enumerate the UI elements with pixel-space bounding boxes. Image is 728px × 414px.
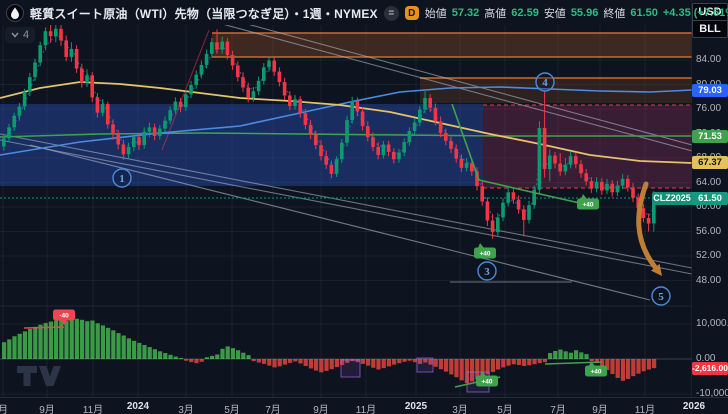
symbol-title[interactable]: 軽質スイート原油（WTI）先物（当限つなぎ足）・1週・NYMEX bbox=[30, 6, 378, 21]
time-axis-label: 3月 bbox=[178, 405, 194, 414]
axis-tick-label: 56.00 bbox=[696, 225, 722, 237]
indicator-count: 4 bbox=[23, 29, 30, 41]
axis-tick-label: 48.00 bbox=[696, 274, 722, 286]
ma-fast-dashed[interactable] bbox=[3, 34, 655, 219]
svg-text:+40: +40 bbox=[582, 202, 593, 209]
high-label: 高値 bbox=[484, 8, 507, 20]
supply-band-lower[interactable] bbox=[420, 77, 692, 103]
delayed-data-badge[interactable]: D bbox=[404, 6, 419, 20]
svg-text:-40: -40 bbox=[59, 313, 69, 320]
red-trendline[interactable] bbox=[161, 29, 210, 151]
signal-tag[interactable]: +40 bbox=[474, 243, 496, 259]
svg-text:+40: +40 bbox=[590, 369, 601, 376]
chevron-down-icon bbox=[11, 32, 19, 38]
ma-yellow[interactable] bbox=[0, 81, 692, 164]
time-axis-label: 2026 bbox=[682, 401, 706, 412]
axis-tick-label: 64.00 bbox=[696, 176, 722, 188]
oil-drop-icon bbox=[6, 4, 24, 22]
axis-unit-toggle[interactable]: USD BLL bbox=[692, 3, 728, 38]
indicator-value-tag: -2,616.00 bbox=[692, 361, 728, 375]
plot-area: 1 3 4 5 +40 +40 +40 +40 -40 bbox=[0, 3, 692, 397]
axis-tick-label: 10,000.00 bbox=[696, 318, 728, 329]
oscillator-histogram bbox=[0, 318, 692, 384]
wave-number-annotation[interactable]: 3 bbox=[477, 261, 497, 281]
forecast-arrow[interactable] bbox=[636, 181, 662, 276]
ma-green[interactable] bbox=[0, 132, 692, 138]
svg-text:4: 4 bbox=[542, 77, 548, 89]
signal-tag[interactable]: +40 bbox=[585, 361, 607, 377]
open-value: 57.32 bbox=[451, 7, 480, 19]
time-axis-label: 5月 bbox=[224, 405, 240, 414]
indicator-zone-box[interactable] bbox=[416, 357, 434, 373]
signal-tag[interactable]: +40 bbox=[476, 371, 498, 387]
axis-tick-label: 84.00 bbox=[696, 54, 722, 65]
ma-value-tag: 71.53 bbox=[692, 129, 728, 143]
svg-text:+40: +40 bbox=[481, 379, 492, 386]
trendlines[interactable] bbox=[0, 3, 692, 301]
time-axis-label: 2025 bbox=[404, 401, 428, 412]
time-axis-label: 2024 bbox=[126, 401, 150, 412]
wave-number-annotation[interactable]: 1 bbox=[112, 168, 132, 188]
time-axis-label: 11月 bbox=[634, 405, 656, 414]
unit-measure: BLL bbox=[699, 23, 721, 35]
open-label: 始値 bbox=[424, 8, 447, 20]
chart-legend: 軽質スイート原油（WTI）先物（当限つなぎ足）・1週・NYMEX = D 始値 5… bbox=[6, 3, 728, 23]
wave-number-annotation[interactable]: 4 bbox=[535, 72, 555, 92]
green-trendline[interactable] bbox=[451, 103, 480, 181]
change-value: +4.35 (+7.61%) bbox=[662, 7, 728, 19]
svg-text:+40: +40 bbox=[479, 251, 490, 258]
time-axis-label: 9月 bbox=[313, 405, 329, 414]
time-axis[interactable]: 月 9月 11月 2024 3月 5月 7月 9月 11月 2025 3月 5月 7月 9月 11月 2026 bbox=[0, 397, 728, 414]
axis-tick-label: 76.00 bbox=[696, 103, 722, 114]
unit-currency: USD bbox=[693, 4, 727, 21]
last-price-value: 61.50 bbox=[692, 191, 728, 205]
indicator-zone-box[interactable] bbox=[340, 359, 361, 378]
indicator-red-line[interactable] bbox=[23, 326, 65, 329]
svg-text:1: 1 bbox=[119, 173, 125, 185]
signal-tag[interactable]: -40 bbox=[53, 309, 75, 326]
time-axis-label: 3月 bbox=[452, 405, 468, 414]
axis-tick-label: 0.00 bbox=[696, 353, 716, 364]
axis-tick-label: 60.00 bbox=[696, 201, 722, 212]
axis-tick-label: -10,000.00 bbox=[696, 388, 728, 399]
low-label: 安値 bbox=[543, 8, 566, 20]
tradingview-logo[interactable] bbox=[16, 364, 68, 393]
contract-label: CLZ2025 bbox=[652, 191, 692, 205]
ma-value-tag: 67.37 bbox=[692, 155, 728, 169]
last-price-tag-group: CLZ2025 61.50 bbox=[652, 191, 728, 205]
ma-value-tag: 79.03 bbox=[692, 83, 728, 97]
price-axis[interactable]: 84.0080.0076.0072.0068.0064.0060.0056.00… bbox=[652, 0, 728, 399]
indicator-green-line[interactable] bbox=[544, 361, 603, 365]
axis-tick-label: 52.00 bbox=[696, 250, 722, 261]
close-value: 61.50 bbox=[630, 7, 658, 19]
low-value: 55.96 bbox=[570, 7, 599, 19]
indicator-collapse-button[interactable]: 4 bbox=[5, 27, 36, 43]
close-label: 終値 bbox=[603, 8, 626, 20]
signal-tag[interactable]: +40 bbox=[577, 194, 599, 210]
supply-band-upper[interactable] bbox=[212, 32, 692, 58]
high-value: 62.59 bbox=[511, 7, 539, 19]
time-axis-label: 11月 bbox=[355, 405, 377, 414]
time-axis-label: 9月 bbox=[39, 405, 55, 414]
time-axis-label: 5月 bbox=[497, 405, 513, 414]
legend-more-icon[interactable]: = bbox=[383, 5, 399, 21]
ohlc-readout: 始値 57.32 高値 62.59 安値 55.96 終値 61.50 +4.35 (+… bbox=[425, 5, 728, 21]
time-axis-label: 7月 bbox=[265, 405, 281, 414]
time-axis-label: 月 bbox=[0, 401, 8, 414]
svg-text:3: 3 bbox=[484, 266, 490, 278]
time-axis-label: 7月 bbox=[550, 405, 566, 414]
wave-number-annotation[interactable]: 5 bbox=[651, 286, 671, 306]
time-axis-label: 11月 bbox=[82, 405, 104, 414]
time-axis-label: 9月 bbox=[592, 405, 608, 414]
svg-text:5: 5 bbox=[658, 291, 664, 303]
